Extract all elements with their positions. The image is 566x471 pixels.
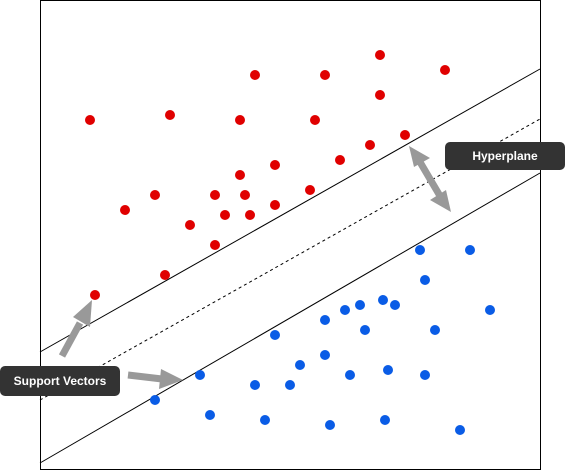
blue-point — [355, 300, 365, 310]
blue-point — [250, 380, 260, 390]
red-point — [250, 70, 260, 80]
blue-point — [383, 365, 393, 375]
double-arrow-icon — [409, 146, 451, 212]
red-point — [270, 160, 280, 170]
support-vectors-label: Support Vectors — [0, 366, 120, 396]
red-point — [210, 240, 220, 250]
blue-point — [420, 370, 430, 380]
red-point — [150, 190, 160, 200]
blue-point support-vector — [195, 370, 205, 380]
blue-point — [320, 315, 330, 325]
blue-point — [320, 350, 330, 360]
red-point support-vector — [90, 290, 100, 300]
red-point — [235, 115, 245, 125]
blue-point — [345, 370, 355, 380]
blue-point — [360, 325, 370, 335]
blue-point — [485, 305, 495, 315]
red-point — [310, 115, 320, 125]
blue-point — [150, 395, 160, 405]
arrow-icon — [127, 369, 183, 389]
blue-point — [270, 330, 280, 340]
red-point — [375, 90, 385, 100]
lower-margin-line — [39, 172, 541, 464]
red-point — [335, 155, 345, 165]
blue-point — [205, 410, 215, 420]
plot-frame — [40, 0, 541, 470]
blue-point — [285, 380, 295, 390]
blue-point — [340, 305, 350, 315]
red-point — [210, 190, 220, 200]
red-point — [365, 140, 375, 150]
blue-point — [430, 325, 440, 335]
red-point — [120, 205, 130, 215]
blue-point — [415, 245, 425, 255]
blue-point — [378, 295, 388, 305]
red-point — [375, 50, 385, 60]
red-point — [160, 270, 170, 280]
red-point — [165, 110, 175, 120]
red-point — [320, 70, 330, 80]
red-point — [245, 210, 255, 220]
upper-margin-line — [39, 68, 541, 353]
arrow-icon — [58, 300, 92, 358]
blue-point — [295, 360, 305, 370]
red-point — [235, 170, 245, 180]
red-class-points — [85, 50, 450, 300]
hyperplane-label: Hyperplane — [445, 142, 565, 170]
blue-point — [465, 245, 475, 255]
blue-point — [390, 300, 400, 310]
blue-point — [455, 425, 465, 435]
blue-class-points — [150, 245, 495, 435]
red-point — [240, 190, 250, 200]
red-point — [270, 200, 280, 210]
red-point — [185, 220, 195, 230]
red-point — [400, 130, 410, 140]
blue-point — [420, 275, 430, 285]
red-point — [220, 210, 230, 220]
red-point — [440, 65, 450, 75]
blue-point — [380, 415, 390, 425]
blue-point — [325, 420, 335, 430]
blue-point — [260, 415, 270, 425]
red-point — [85, 115, 95, 125]
red-point — [305, 185, 315, 195]
